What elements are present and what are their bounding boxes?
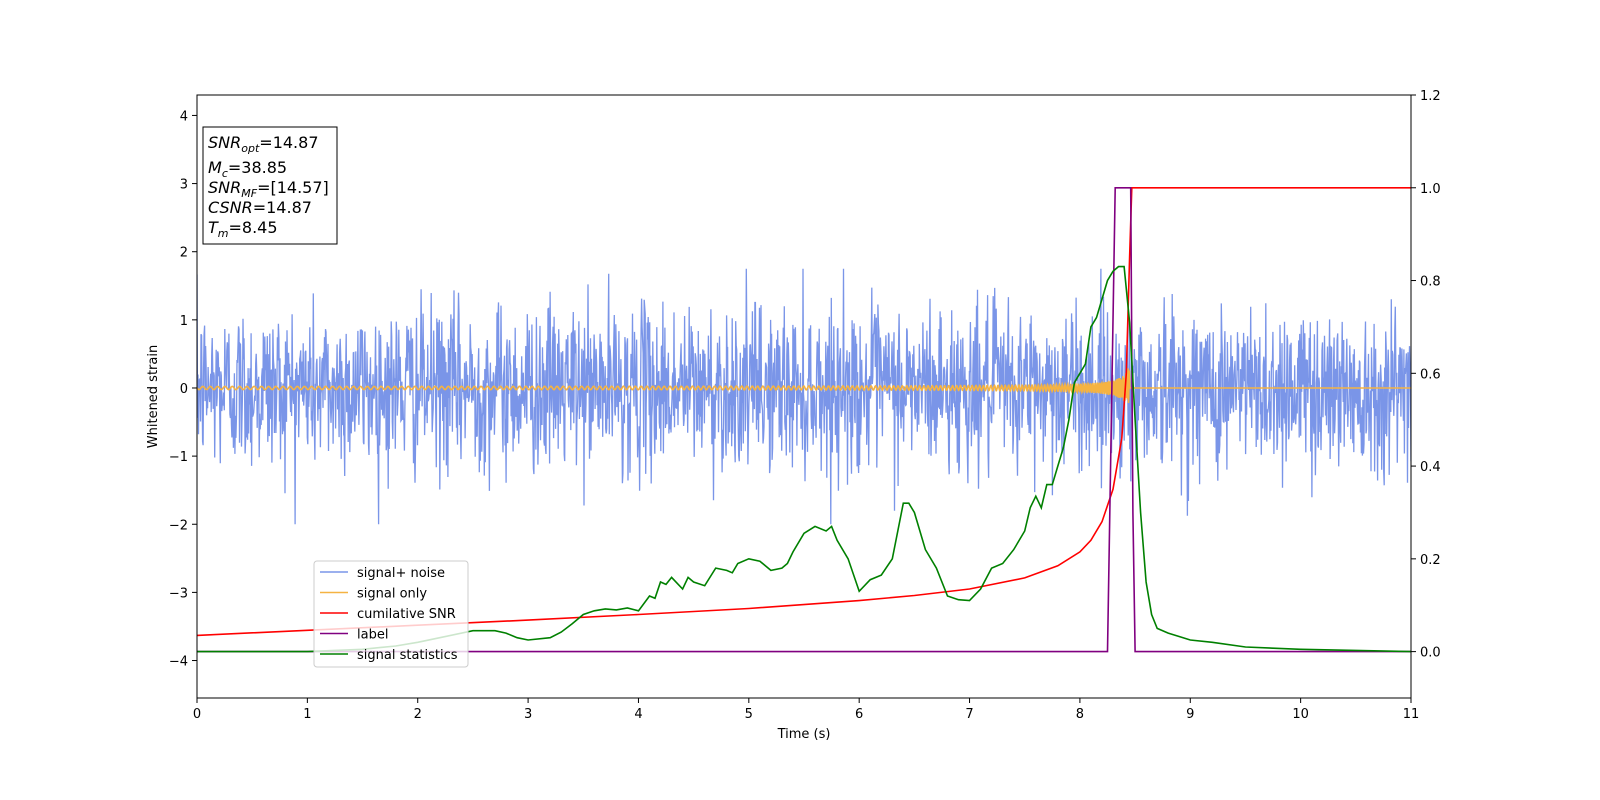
legend-label-0: signal+ noise — [357, 566, 445, 581]
x-tick-label-4: 4 — [634, 707, 642, 722]
y-left-tick-label-0: −4 — [169, 655, 188, 670]
series-line-0 — [197, 268, 1411, 525]
stats-box: SNRopt=14.87 Mc=38.85SNRMF=[14.57]CSNR=14… — [202, 126, 338, 245]
y-right-tick-label-2: 0.4 — [1420, 460, 1441, 475]
stats-line-3: CSNR=14.87 — [208, 198, 312, 217]
x-tick-label-9: 9 — [1186, 707, 1194, 722]
x-tick-label-11: 11 — [1403, 707, 1420, 722]
legend-frame — [313, 560, 469, 668]
legend-label-1: signal only — [357, 587, 427, 602]
y-right-tick-label-0: 0.0 — [1420, 646, 1441, 661]
series-line-2 — [197, 187, 1411, 637]
series-line-4 — [197, 265, 1411, 653]
y-left-tick-label-6: 2 — [180, 246, 188, 261]
x-tick-label-7: 7 — [965, 707, 973, 722]
x-tick-label-1: 1 — [303, 707, 311, 722]
x-tick-label-10: 10 — [1292, 707, 1309, 722]
y-left-tick-label-4: 0 — [180, 382, 188, 397]
y-left-tick-label-8: 4 — [180, 109, 188, 124]
series-line-1 — [197, 368, 1411, 404]
stats-line-0: SNRopt=14.87 — [208, 133, 319, 155]
series-line-3 — [197, 187, 1411, 653]
legend-label-2: cumilative SNR — [357, 607, 456, 622]
legend-label-3: label — [357, 628, 388, 643]
x-tick-label-8: 8 — [1076, 707, 1084, 722]
y-left-tick-label-7: 3 — [180, 178, 188, 193]
x-tick-label-5: 5 — [745, 707, 753, 722]
y-right-tick-label-3: 0.6 — [1420, 367, 1441, 382]
x-tick-label-3: 3 — [524, 707, 532, 722]
y-left-tick-label-1: −3 — [169, 586, 188, 601]
y-left-tick-label-3: −1 — [169, 450, 188, 465]
plot-frame — [196, 94, 1412, 699]
x-tick-label-2: 2 — [414, 707, 422, 722]
ticks-layer: 0 1 2 3 4 5 6 7 8 9 10 11 −4 −3 −2 −1 0 1 2 3 4 0.0 0.2 0.4 0.6 0… — [169, 89, 1441, 722]
y-left-tick-label-2: −2 — [169, 518, 188, 533]
y-right-tick-label-1: 0.2 — [1420, 553, 1441, 568]
x-tick-label-6: 6 — [855, 707, 863, 722]
x-tick-label-0: 0 — [193, 707, 201, 722]
y-left-tick-label-5: 1 — [180, 314, 188, 329]
legend-label-4: signal statistics — [357, 648, 458, 663]
stats-box-frame — [202, 126, 338, 245]
y-right-tick-label-6: 1.2 — [1420, 89, 1441, 104]
y-right-tick-label-4: 0.8 — [1420, 275, 1441, 290]
y-axis-label: Whitened strain — [146, 345, 161, 448]
stats-line-2: SNRMF=[14.57] — [208, 178, 329, 200]
stats-line-1: Mc=38.85 — [208, 158, 287, 180]
series-layer — [197, 187, 1411, 653]
legend: signal+ noise signal only cumilative SNR la… — [313, 560, 469, 668]
x-axis-label: Time (s) — [777, 727, 831, 742]
stats-line-4: Tm=8.45 — [208, 218, 278, 240]
y-right-tick-label-5: 1.0 — [1420, 182, 1441, 197]
